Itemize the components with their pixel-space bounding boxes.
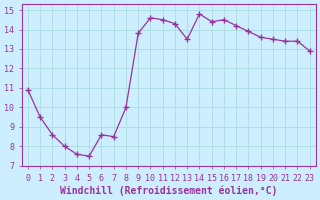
X-axis label: Windchill (Refroidissement éolien,°C): Windchill (Refroidissement éolien,°C) — [60, 185, 277, 196]
